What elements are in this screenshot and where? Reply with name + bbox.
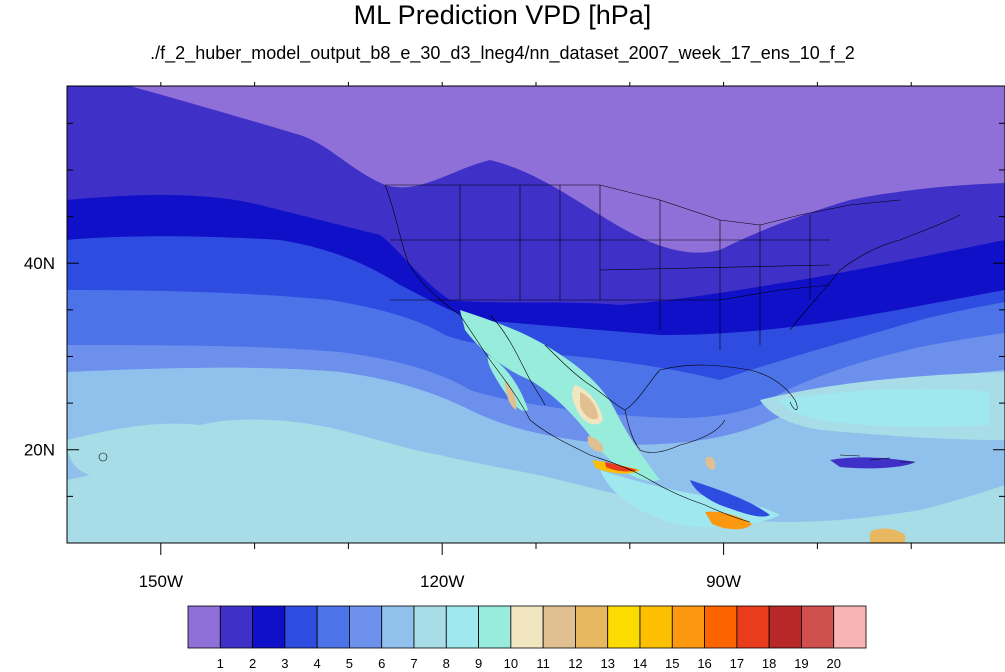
colorbar-swatch <box>445 605 479 649</box>
vpd-pacific-patch <box>67 423 200 475</box>
lat-label: 20N <box>24 441 55 460</box>
colorbar-swatch <box>349 605 383 649</box>
vpd-pacific-ribbon <box>67 367 340 400</box>
colorbar-swatch <box>833 605 867 649</box>
map-title: ML Prediction VPD [hPa] <box>353 0 652 30</box>
vpd-band-9-caribbean <box>780 388 990 427</box>
colorbar: 1 2 3 4 5 6 7 8 9 10 11 12 13 14 15 16 17 18 19 20 <box>187 605 867 671</box>
vpd-band-8 <box>67 419 1005 543</box>
vpd-band-12-b <box>587 436 604 452</box>
colorbar-label: 7 <box>410 656 417 671</box>
colorbar-swatch <box>510 605 544 649</box>
colorbar-label: 9 <box>475 656 482 671</box>
colorbar-swatch <box>316 605 350 649</box>
axis-ticks <box>67 82 1005 555</box>
colorbar-swatch <box>639 605 673 649</box>
colorbar-label: 14 <box>633 656 647 671</box>
colorbar-label: 16 <box>697 656 711 671</box>
coastlines <box>98 184 961 523</box>
colorbar-swatch <box>187 605 221 649</box>
colorbar-label: 8 <box>443 656 450 671</box>
colorbar-label: 3 <box>281 656 288 671</box>
colorbar-label: 20 <box>826 656 840 671</box>
colorbar-swatch <box>219 605 253 649</box>
colorbar-label: 1 <box>217 656 224 671</box>
vpd-band-16 <box>705 511 752 530</box>
colorbar-swatch <box>252 605 286 649</box>
colorbar-label: 10 <box>504 656 518 671</box>
axis-labels: 40N 20N 150W 120W 90W <box>24 254 741 591</box>
colorbar-label: 11 <box>536 656 550 671</box>
vpd-baja-band <box>487 355 528 411</box>
colorbar-swatch <box>575 605 609 649</box>
vpd-band-13 <box>870 528 905 543</box>
colorbar-label: 12 <box>568 656 582 671</box>
colorbar-label: 13 <box>600 656 614 671</box>
colorbar-label: 6 <box>378 656 385 671</box>
colorbar-swatch <box>413 605 447 649</box>
colorbar-swatch <box>801 605 835 649</box>
vpd-band-10 <box>460 310 660 481</box>
vpd-band-12-c <box>705 456 716 470</box>
vpd-islands <box>830 457 915 469</box>
lat-label: 40N <box>24 254 55 273</box>
colorbar-label: 17 <box>730 656 744 671</box>
lon-label: 90W <box>706 572 741 591</box>
colorbar-swatch <box>736 605 770 649</box>
map-subtitle: ./f_2_huber_model_output_b8_e_30_d3_lneg… <box>150 43 855 63</box>
vpd-central-america <box>690 480 770 517</box>
lon-label: 150W <box>139 572 183 591</box>
vpd-band-12 <box>580 392 598 420</box>
vpd-baja-hot <box>505 380 517 410</box>
colorbar-swatch <box>381 605 415 649</box>
colorbar-label: 15 <box>665 656 679 671</box>
vpd-band-9 <box>600 470 780 527</box>
colorbar-swatch <box>542 605 576 649</box>
colorbar-swatch <box>671 605 705 649</box>
colorbar-label: 4 <box>314 656 321 671</box>
colorbar-swatch <box>284 605 318 649</box>
colorbar-label: 5 <box>346 656 353 671</box>
vpd-field <box>67 86 1005 543</box>
colorbar-label: 18 <box>762 656 776 671</box>
colorbar-swatch <box>768 605 802 649</box>
colorbar-swatch <box>607 605 641 649</box>
lon-label: 120W <box>420 572 464 591</box>
colorbar-swatch <box>704 605 738 649</box>
colorbar-label: 2 <box>249 656 256 671</box>
colorbar-label: 19 <box>794 656 808 671</box>
colorbar-swatch <box>478 605 512 649</box>
